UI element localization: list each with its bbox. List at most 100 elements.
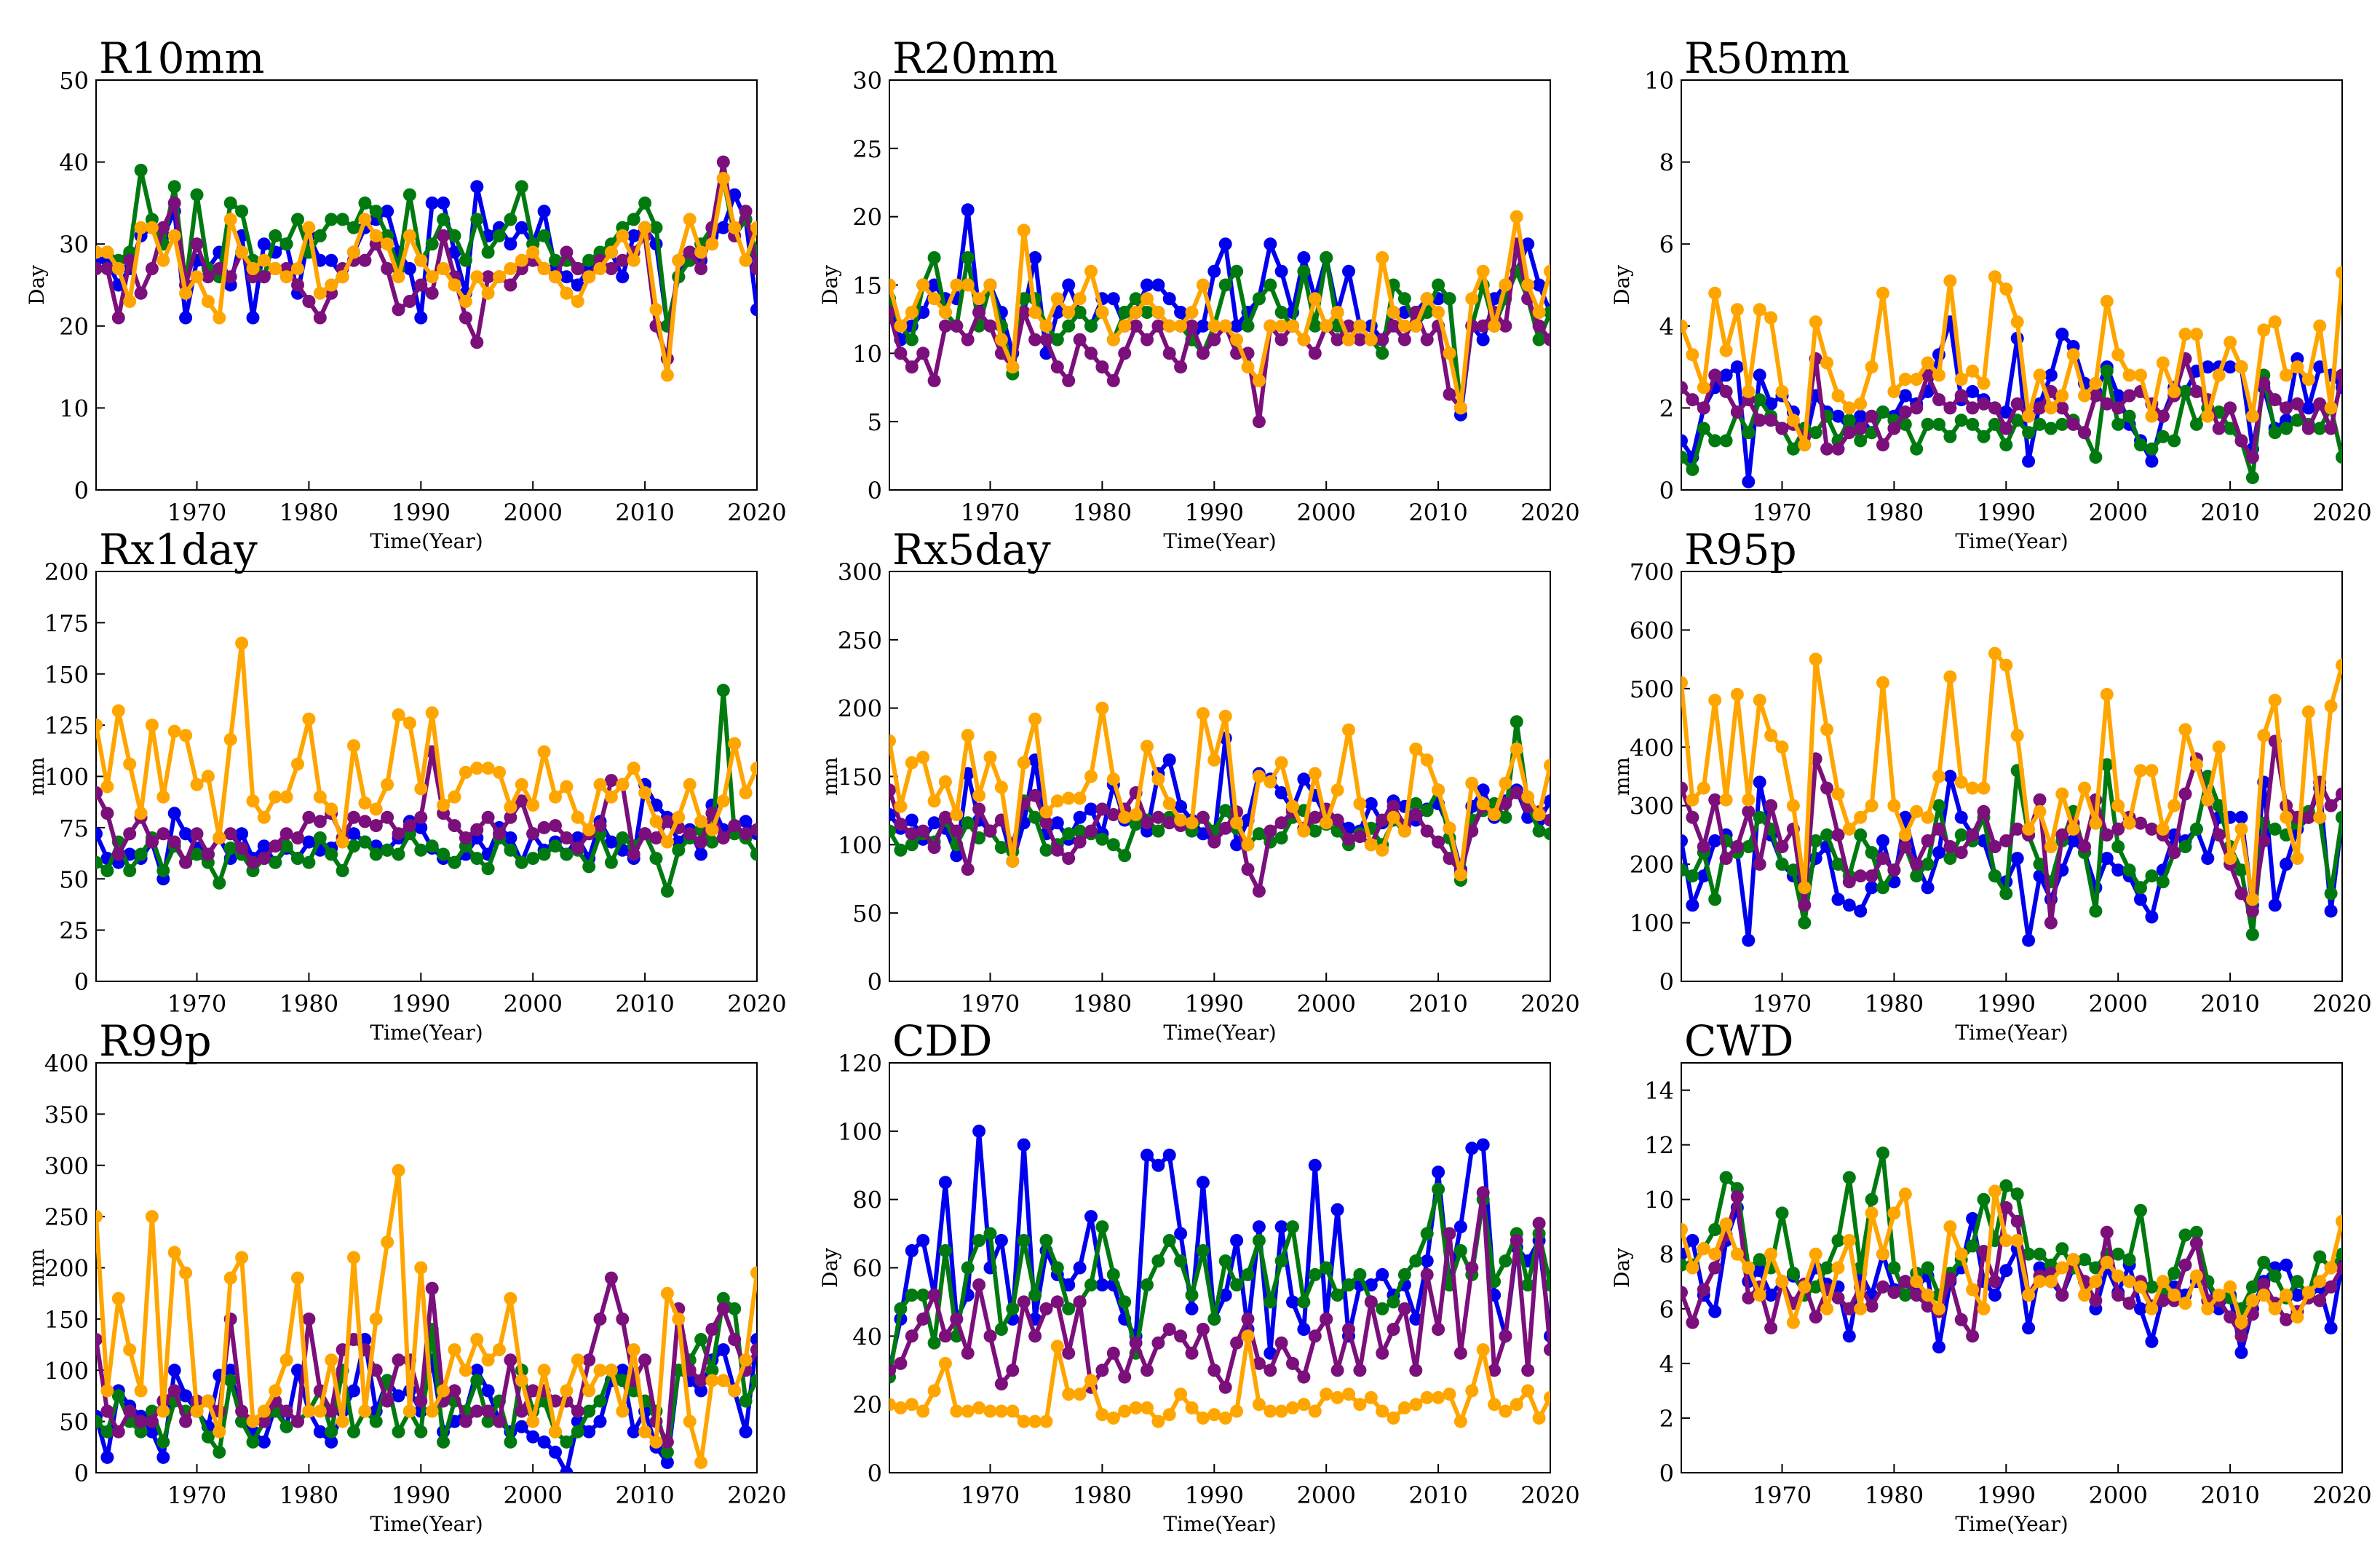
series-orange [96,172,757,382]
data-point [1730,405,1744,419]
data-point [1297,333,1311,347]
data-point [716,794,730,808]
data-point [1387,799,1400,813]
data-point [1820,1302,1834,1315]
x-tick-label: 1970 [1753,990,1812,1018]
data-point [1218,1380,1232,1394]
data-point [1820,442,1834,456]
data-point [1095,1278,1109,1291]
series-orange [889,1329,1550,1428]
data-point [313,286,327,300]
data-point [1286,1401,1299,1414]
data-point [402,1404,416,1418]
data-point [1521,1278,1535,1291]
data-point [291,831,304,844]
data-point [437,229,451,242]
data-point [2245,904,2259,918]
data-point [1342,264,1355,278]
data-point [1681,834,1688,847]
data-point [1499,776,1512,790]
data-point [213,1445,226,1459]
data-point [1017,1414,1031,1428]
data-point [1697,422,1710,435]
data-point [459,765,472,779]
data-point [1465,292,1479,306]
data-point [672,253,686,267]
data-point [2055,828,2069,842]
data-point [950,1312,964,1326]
data-point [649,1435,663,1449]
y-tick-label: 40 [852,1323,882,1350]
data-point [257,1435,271,1449]
data-point [571,1425,584,1439]
data-point [905,360,919,374]
data-point [1831,1291,1845,1305]
data-point [739,827,753,841]
data-point [1719,434,1733,448]
y-tick-label: 0 [868,968,882,996]
data-point [2156,875,2170,889]
series-group [96,636,757,898]
data-point [134,1384,148,1398]
x-tick-label: 2020 [1520,499,1579,526]
data-point [347,839,360,853]
data-point [402,295,416,308]
data-point [2055,1261,2069,1275]
data-point [1999,282,2013,296]
data-point [470,270,484,284]
data-point [2066,1253,2080,1267]
data-point [1764,799,1778,812]
data-point [325,1435,338,1449]
data-point [235,1251,249,1265]
data-point [2111,1269,2125,1283]
data-point [950,278,964,292]
x-tick-label: 1990 [392,990,451,1018]
data-point [481,245,495,259]
data-point [660,1445,674,1459]
data-point [1730,840,1744,853]
data-point [156,221,170,234]
x-axis-label: Time(Year) [1955,1021,2068,1045]
data-point [1141,740,1154,753]
data-point [983,278,997,292]
data-point [1453,1244,1467,1257]
data-point [1910,858,1924,871]
series-line [889,1187,1550,1378]
data-point [1943,1220,1957,1234]
data-point [470,336,484,349]
data-point [1898,1289,1912,1302]
data-point [358,815,372,828]
data-point [2044,401,2058,415]
data-point [2313,1275,2327,1289]
data-point [2280,1258,2293,1272]
data-point [2245,451,2259,464]
data-point [1730,1247,1744,1261]
data-point [1476,1138,1490,1152]
series-group [96,155,757,382]
data-point [716,1343,730,1357]
data-point [1921,881,1935,895]
data-point [2268,898,2282,912]
data-point [1697,1283,1710,1297]
data-point [549,819,562,833]
data-point [1865,799,1879,812]
data-point [1532,808,1546,821]
x-tick-label: 1980 [1865,990,1924,1018]
data-point [1264,1295,1277,1309]
data-point [425,1404,439,1418]
data-point [96,262,103,275]
data-point [1420,824,1434,838]
data-point [1977,804,1991,818]
data-point [1999,1179,2013,1192]
data-point [1364,797,1378,810]
data-point [392,270,405,284]
data-point [1297,251,1311,264]
series-line [96,641,757,844]
data-point [2336,787,2342,801]
data-point [2055,1289,2069,1302]
data-point [1118,810,1132,824]
data-point [1028,1329,1042,1343]
data-point [504,262,517,275]
data-point [1196,827,1210,841]
data-point [1308,1267,1322,1281]
